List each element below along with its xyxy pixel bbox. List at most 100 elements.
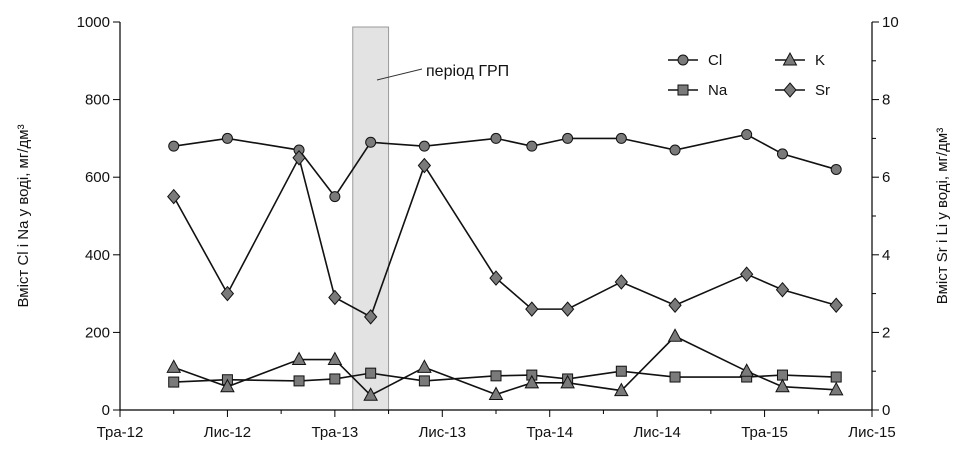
data-point-k bbox=[828, 381, 844, 396]
data-point-na bbox=[293, 375, 305, 387]
y-tick-label-left: 400 bbox=[85, 247, 110, 264]
legend-label-cl: Cl bbox=[708, 52, 722, 69]
legend-label-k: K bbox=[815, 52, 825, 69]
legend-marker-na bbox=[677, 84, 689, 96]
data-point-sr bbox=[740, 266, 754, 282]
y-axis-title-left: Вміст Cl і Na у воді, мг/дм³ bbox=[15, 124, 32, 307]
data-point-na bbox=[329, 373, 341, 385]
y-tick-label-right: 8 bbox=[882, 92, 890, 109]
x-tick-label: Лис-14 bbox=[633, 424, 680, 441]
data-point-sr bbox=[614, 274, 628, 290]
data-point-k bbox=[166, 359, 182, 373]
y-tick-label-right: 2 bbox=[882, 324, 890, 341]
data-point-cl bbox=[830, 163, 842, 175]
legend-marker-k bbox=[782, 51, 798, 66]
data-point-na bbox=[830, 371, 842, 383]
data-point-cl bbox=[490, 132, 502, 144]
legend-marker-cl bbox=[677, 54, 689, 66]
x-tick-label: Тра-13 bbox=[312, 424, 359, 441]
legend-entry-sr: Sr bbox=[775, 82, 830, 99]
data-point-cl bbox=[526, 140, 538, 152]
y-axis-title-right: Вміст Sr і Li у воді, мг/дм³ bbox=[934, 128, 951, 304]
data-point-k bbox=[739, 363, 755, 377]
data-point-cl bbox=[741, 129, 753, 141]
series-line-sr bbox=[173, 155, 837, 319]
series-line-cl bbox=[173, 133, 837, 198]
data-point-na bbox=[168, 376, 180, 388]
y-tick-label-left: 1000 bbox=[77, 14, 110, 31]
legend-marker-sr bbox=[783, 82, 797, 98]
series-line-k bbox=[173, 335, 837, 397]
data-point-cl bbox=[168, 140, 180, 152]
data-point-k bbox=[613, 382, 629, 397]
data-point-k bbox=[488, 386, 504, 400]
legend-entry-na: Na bbox=[668, 82, 728, 99]
data-point-k bbox=[363, 387, 379, 401]
data-point-na bbox=[776, 369, 788, 381]
data-point-cl bbox=[418, 140, 430, 152]
series-layer bbox=[166, 129, 844, 401]
data-point-k bbox=[291, 351, 307, 366]
series-k bbox=[166, 328, 844, 401]
data-point-k bbox=[220, 378, 235, 393]
data-point-sr bbox=[292, 150, 306, 166]
data-point-sr bbox=[417, 157, 432, 174]
x-tick-label: Лис-15 bbox=[848, 424, 895, 441]
x-tick-label: Тра-14 bbox=[526, 424, 573, 441]
data-point-cl bbox=[615, 132, 627, 144]
data-point-sr bbox=[328, 289, 342, 306]
data-point-cl bbox=[329, 191, 341, 203]
data-point-sr bbox=[775, 281, 790, 298]
data-point-na bbox=[669, 371, 681, 383]
x-tick-label: Тра-12 bbox=[97, 424, 144, 441]
data-point-na bbox=[365, 367, 377, 379]
y-tick-label-left: 200 bbox=[85, 324, 110, 341]
data-point-sr bbox=[364, 309, 378, 325]
legend-entry-cl: Cl bbox=[668, 52, 722, 69]
data-point-sr bbox=[668, 297, 682, 314]
series-line-na bbox=[173, 370, 837, 383]
data-point-na bbox=[490, 370, 502, 382]
data-point-sr bbox=[560, 301, 575, 317]
y-tick-label-right: 4 bbox=[882, 247, 890, 264]
y-tick-label-left: 600 bbox=[85, 169, 110, 186]
x-tick-label: Лис-12 bbox=[204, 424, 251, 441]
data-point-cl bbox=[776, 148, 788, 160]
data-point-cl bbox=[221, 132, 233, 144]
legend: Cl K Na Sr bbox=[668, 51, 830, 99]
annotation-label: період ГРП bbox=[426, 63, 509, 80]
series-sr bbox=[167, 150, 843, 325]
legend-label-na: Na bbox=[708, 82, 728, 99]
legend-entry-k: K bbox=[775, 51, 825, 69]
y-tick-label-right: 6 bbox=[882, 169, 890, 186]
axes-layer: 0 200 400 600 800 1000 0 2 4 6 8 10 Тра-12 Лис-12 Тра-… bbox=[77, 14, 899, 441]
y-tick-label-left: 0 bbox=[102, 402, 110, 419]
y-tick-label-right: 10 bbox=[882, 14, 899, 31]
x-tick-label: Тра-15 bbox=[741, 424, 788, 441]
data-point-na bbox=[418, 375, 430, 387]
data-point-sr bbox=[525, 301, 539, 317]
data-point-na bbox=[615, 365, 627, 377]
y-tick-label-left: 800 bbox=[85, 92, 110, 109]
x-tick-label: Лис-13 bbox=[419, 424, 466, 441]
data-point-sr bbox=[220, 285, 235, 302]
annotation-band-layer: період ГРП bbox=[352, 26, 509, 411]
data-point-k bbox=[327, 351, 343, 366]
data-point-k bbox=[775, 378, 790, 393]
data-point-sr bbox=[829, 297, 843, 314]
data-point-k bbox=[417, 359, 432, 373]
data-point-k bbox=[524, 374, 540, 389]
data-point-cl bbox=[365, 136, 377, 148]
data-point-sr bbox=[489, 270, 503, 286]
y-tick-label-right: 0 bbox=[882, 402, 890, 419]
data-point-sr bbox=[167, 188, 181, 205]
annotation-leader bbox=[376, 68, 423, 81]
data-point-cl bbox=[669, 144, 681, 156]
data-point-k bbox=[667, 328, 683, 342]
series-cl bbox=[168, 129, 842, 203]
data-point-k bbox=[560, 374, 575, 389]
annotation-band bbox=[352, 26, 390, 411]
data-point-cl bbox=[562, 132, 574, 144]
legend-label-sr: Sr bbox=[815, 82, 830, 99]
